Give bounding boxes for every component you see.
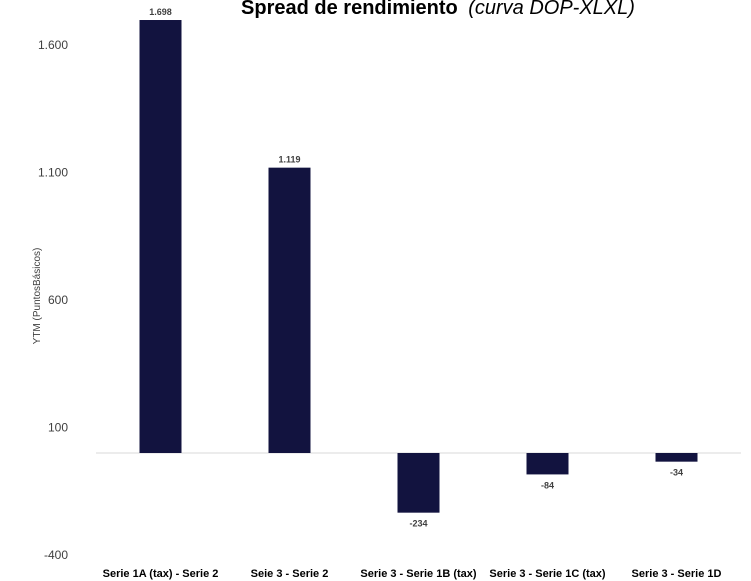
y-tick-label: 600 <box>48 293 68 307</box>
bar <box>655 453 698 462</box>
bars <box>139 20 698 513</box>
y-axis: -400 100 600 1.100 1.600 <box>38 38 68 562</box>
data-labels: 1.698 1.119 -234 -84 -34 <box>149 7 683 529</box>
y-axis-label: YTM (PuntosBásicos) <box>32 248 43 345</box>
chart-title-sub: (curva DOP-XLXL) <box>468 0 635 19</box>
y-tick-label: 1.100 <box>38 166 68 180</box>
chart-title-main: Spread de rendimiento <box>241 0 458 19</box>
data-label: 1.119 <box>278 155 300 165</box>
y-tick-label: 1.600 <box>38 38 68 52</box>
x-axis: Serie 1A (tax) - Serie 2 Seie 3 - Serie 2… <box>103 568 722 580</box>
bar <box>397 453 440 513</box>
data-label: -34 <box>670 468 683 478</box>
category-label: Serie 3 - Serie 1C (tax) <box>489 568 606 580</box>
category-label: Serie 3 - Serie 1B (tax) <box>360 568 477 580</box>
data-label: 1.698 <box>149 7 172 17</box>
y-tick-label: 100 <box>48 421 68 435</box>
category-label: Serie 1A (tax) - Serie 2 <box>103 568 219 580</box>
bar <box>526 453 569 475</box>
data-label: -234 <box>409 519 427 529</box>
chart-title: Spread de rendimiento (curva DOP-XLXL) <box>241 0 635 19</box>
category-label: Serie 3 - Serie 1D <box>632 568 722 580</box>
category-label: Seie 3 - Serie 2 <box>251 568 329 580</box>
y-tick-label: -400 <box>44 548 68 562</box>
data-label: -84 <box>541 480 554 490</box>
bar <box>139 20 182 453</box>
bar <box>268 167 311 453</box>
